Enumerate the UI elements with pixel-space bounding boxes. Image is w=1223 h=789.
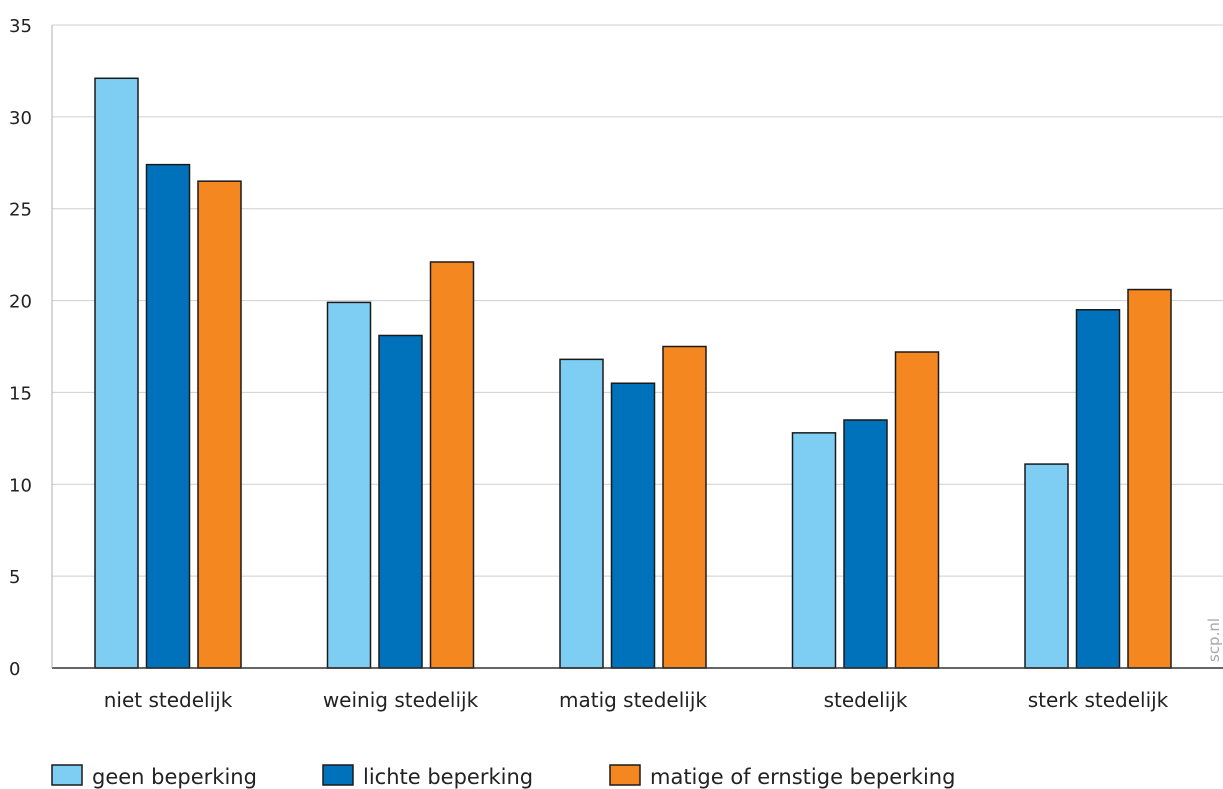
watermark-text: scp.nl — [1205, 618, 1223, 662]
y-axis-ticks: 0 5 10 15 20 25 30 35 — [9, 16, 32, 680]
bar-1-1 — [378, 334, 423, 669]
x-axis-categories: niet stedelijk weinig stedelijk matig sted… — [104, 688, 1169, 712]
bar-1-2 — [429, 261, 475, 669]
bar-4-0 — [1024, 463, 1069, 669]
bar-2-0 — [559, 358, 604, 669]
bar-4-2 — [1127, 288, 1172, 669]
legend: geen beperking lichte beperking matige of … — [51, 764, 955, 789]
bar-4-1 — [1075, 309, 1121, 669]
y-tick-label-30: 30 — [9, 108, 32, 129]
legend-swatch-1 — [322, 764, 354, 786]
y-tick-label-25: 25 — [9, 200, 32, 221]
legend-label-2: matige of ernstige beperking — [650, 765, 955, 789]
y-tick-label-10: 10 — [9, 475, 32, 496]
x-category-label: stedelijk — [824, 688, 908, 712]
y-tick-label-35: 35 — [9, 16, 32, 37]
bar-2-1 — [610, 382, 656, 669]
bar-2-2 — [662, 345, 707, 669]
legend-label-0: geen beperking — [92, 765, 257, 789]
x-category-label: weinig stedelijk — [323, 688, 479, 712]
y-tick-label-20: 20 — [9, 292, 32, 313]
y-tick-label-15: 15 — [9, 383, 32, 404]
bar-0-0 — [94, 77, 139, 669]
bar-1-0 — [326, 301, 372, 669]
legend-swatch-0 — [51, 764, 83, 786]
x-category-label: niet stedelijk — [104, 688, 233, 712]
x-category-label: matig stedelijk — [559, 688, 707, 712]
x-category-label: sterk stedelijk — [1028, 688, 1169, 712]
y-tick-label-0: 0 — [9, 659, 20, 680]
y-tick-label-5: 5 — [9, 567, 20, 588]
bar-0-2 — [197, 180, 242, 669]
bar-0-1 — [145, 163, 191, 669]
bar-3-1 — [843, 419, 888, 669]
legend-label-1: lichte beperking — [363, 765, 533, 789]
bar-3-0 — [791, 432, 837, 669]
bar-3-2 — [894, 351, 940, 669]
legend-swatch-2 — [609, 764, 641, 786]
bars — [94, 77, 1172, 669]
